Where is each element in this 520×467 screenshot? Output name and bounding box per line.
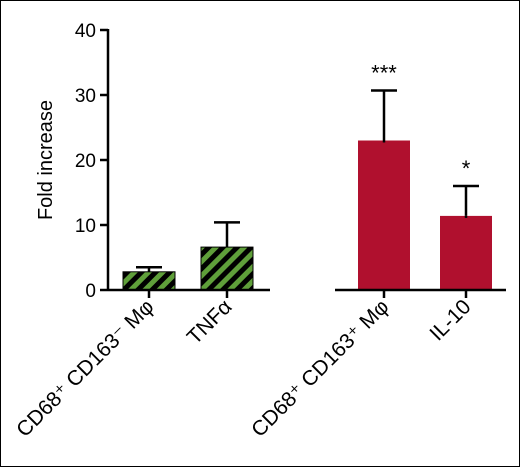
bars: **** — [122, 60, 492, 291]
y-tick-label: 30 — [75, 86, 96, 107]
y-tick-label: 10 — [75, 216, 96, 237]
bar — [200, 246, 254, 291]
x-tick-label: CD68⁺ CD163⁻ Mφ — [12, 295, 158, 441]
bar — [358, 140, 410, 290]
significance-label: *** — [371, 60, 397, 85]
x-tick-label: IL-10 — [425, 295, 475, 345]
y-axis: 0 10 20 30 40 — [75, 21, 110, 302]
y-tick-label: 40 — [75, 21, 96, 42]
bar — [440, 215, 492, 290]
y-tick-label: 20 — [75, 151, 96, 172]
y-tick-label: 0 — [85, 281, 96, 302]
x-tick-label: TNFα — [183, 295, 237, 349]
bar — [122, 271, 176, 291]
x-tick-label: CD68⁺ CD163⁺ Mφ — [247, 295, 393, 441]
significance-label: * — [462, 156, 471, 181]
y-axis-label: Fold increase — [35, 100, 57, 220]
x-axis: CD68⁺ CD163⁻ Mφ TNFα CD68⁺ CD163⁺ Mφ IL-10 — [12, 288, 506, 442]
